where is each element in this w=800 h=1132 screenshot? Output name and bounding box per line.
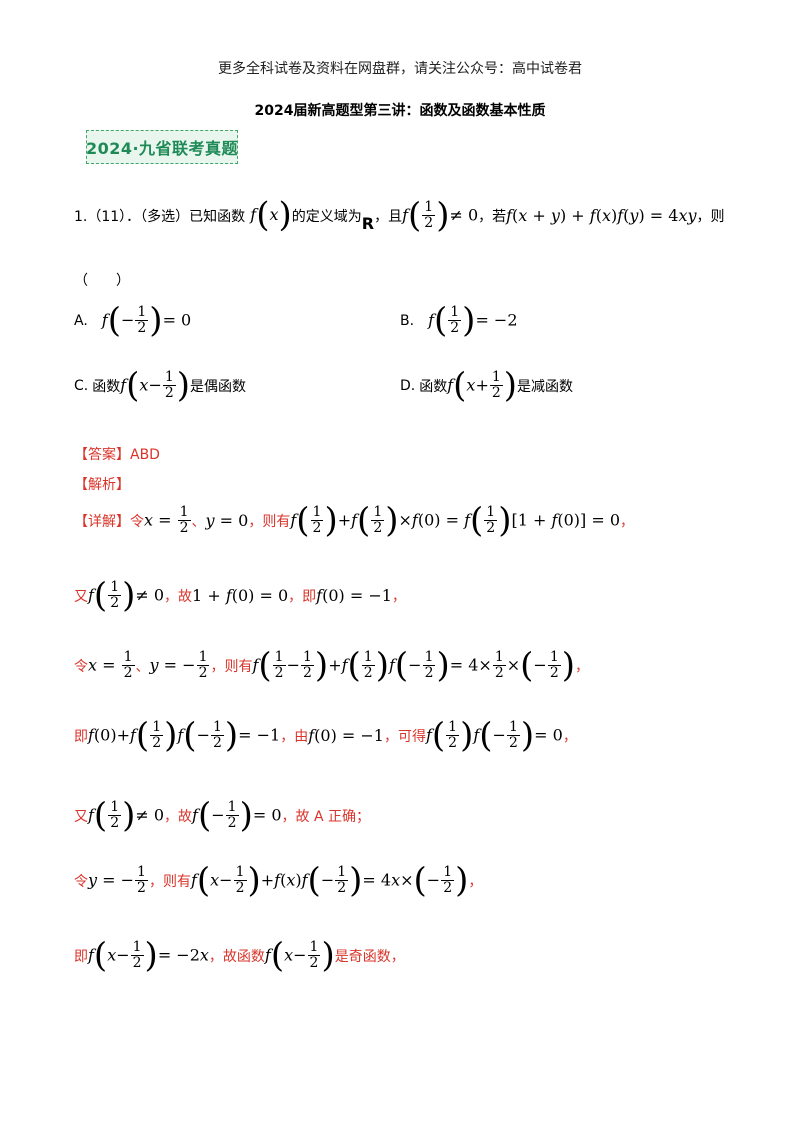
domain-symbol: R xyxy=(361,214,375,234)
formula: f(1 2)f(− 1 2)= 0 xyxy=(425,715,563,756)
option-c-formula: f(x− 1 2) xyxy=(120,365,191,406)
detail-text: ， xyxy=(575,658,590,675)
detail-line-7: 即 f(x− 1 2)= −2x ，故函数 f(x− 1 2) 是奇函数， xyxy=(74,935,405,976)
answer-blank: （ ） xyxy=(74,273,130,289)
option-d: D. 函数 f(x+ 1 2) 是减函数 xyxy=(400,365,574,406)
option-c: C. 函数 f(x− 1 2) 是偶函数 xyxy=(74,365,247,406)
page-title: 2024届新高题型第三讲：函数及函数基本性质 xyxy=(254,103,546,119)
detail-text: ，故 A 正确； xyxy=(281,808,370,825)
detail-text: ， xyxy=(468,873,483,890)
option-c-text: 函数 xyxy=(92,378,121,395)
analysis-label: 【解析】 xyxy=(74,477,130,493)
detail-line-6: 令 y = −1 2 ，则有 f(x− 1 2)+f(x)f(− 1 2)= 4x×(− 1… xyxy=(74,860,483,901)
detail-text: 即 xyxy=(74,948,88,965)
formula: f(x− 1 2) xyxy=(264,935,335,976)
detail-text: 、 xyxy=(191,513,206,530)
formula: y = −1 2 xyxy=(88,864,148,897)
header-notice: 更多全科试卷及资料在网盘群，请关注公众号：高中试卷君 xyxy=(218,61,582,77)
detail-line-5: 又 f(1 2)≠ 0 ，故 f(− 1 2)= 0 ，故 A 正确； xyxy=(74,795,370,836)
detail-text: ，故 xyxy=(164,588,193,605)
detail-text: ， xyxy=(391,588,406,605)
formula: f(0)+f(1 2)f(− 1 2)= −1 xyxy=(88,715,281,756)
formula: y = 0 xyxy=(205,511,249,531)
detail-text: 又 xyxy=(74,808,88,825)
formula: f(1 2)+f(1 2)×f(0) = f(1 2)[1 + f(0)] = 0 xyxy=(290,500,621,541)
detail-text: ，由 xyxy=(280,728,309,745)
formula: f(1 2−1 2)+f(1 2)f(− 1 2)= 4× 1 2 ×(− 1 2) xyxy=(252,645,576,686)
option-d-label: D. xyxy=(400,377,416,394)
option-a-formula: f(− 1 2)= 0 xyxy=(101,300,192,341)
formula-fx: f(x) xyxy=(245,195,292,236)
formula-condition: f(1 2)≠ 0 xyxy=(402,195,479,236)
detail-line-4: 即 f(0)+f(1 2)f(− 1 2)= −1 ，由 f(0) = −1 ，可得 … xyxy=(74,715,577,756)
answer-label: 【答案】 xyxy=(74,447,130,463)
formula-functional-equation: f(x + y) + f(x)f(y) = 4xy xyxy=(506,206,697,226)
formula: f(1 2)≠ 0 xyxy=(88,795,165,836)
formula: 1 + f(0) = 0 xyxy=(192,586,289,606)
question-intro: 1.（11）．（多选）已知函数 xyxy=(74,208,246,225)
detail-line-2: 又 f(1 2)≠ 0 ，故 1 + f(0) = 0 ，即 f(0) = −1 … xyxy=(74,575,406,616)
question-domain-text: 的定义域为 xyxy=(291,208,362,225)
detail-text: ， xyxy=(620,513,635,530)
detail-text: ，则有 xyxy=(148,873,191,890)
formula: f(0) = −1 xyxy=(316,586,392,606)
detail-text: ，故 xyxy=(164,808,193,825)
option-b: B. f(1 2)= −2 xyxy=(400,300,518,341)
detail-text: 令 xyxy=(130,513,144,530)
detail-text: 即 xyxy=(74,728,88,745)
formula: f(x− 1 2)+f(x)f(− 1 2)= 4x×(− 1 2) xyxy=(190,860,469,901)
detail-label: 【详解】 xyxy=(74,513,130,530)
detail-text: ，可得 xyxy=(383,728,426,745)
option-c-label: C. xyxy=(74,377,89,394)
detail-text: ，则有 xyxy=(210,658,253,675)
question-text: ，且 xyxy=(374,208,403,225)
question-text: ，若 xyxy=(478,208,507,225)
option-d-text: 函数 xyxy=(419,378,448,395)
detail-text: 、 xyxy=(135,658,150,675)
answer-line: 【答案】ABD xyxy=(74,444,160,464)
question-text: ，则 xyxy=(696,208,725,225)
detail-text: 令 xyxy=(74,658,88,675)
option-a-label: A. xyxy=(74,312,88,329)
exam-source-badge: 2024·九省联考真题 xyxy=(86,130,238,164)
option-d-text: 是减函数 xyxy=(517,378,574,395)
formula: y = −1 2 xyxy=(149,649,210,682)
option-b-label: B. xyxy=(400,312,415,329)
detail-text: ，故函数 xyxy=(208,948,265,965)
answer-value: ABD xyxy=(130,447,160,463)
detail-text: 是奇函数， xyxy=(334,948,405,965)
option-a: A. f(− 1 2)= 0 xyxy=(74,300,192,341)
formula: f(1 2)≠ 0 xyxy=(88,575,165,616)
detail-text: ，则有 xyxy=(248,513,291,530)
option-c-text: 是偶函数 xyxy=(190,378,247,395)
formula: f(0) = −1 xyxy=(308,726,384,746)
detail-text: 又 xyxy=(74,588,88,605)
detail-text: 令 xyxy=(74,873,88,890)
question-stem: 1.（11）．（多选）已知函数 f(x) 的定义域为 R ，且 f(1 2)≠ 0… xyxy=(74,195,725,236)
option-d-formula: f(x+ 1 2) xyxy=(447,365,518,406)
detail-text: ， xyxy=(562,728,577,745)
formula: f(− 1 2)= 0 xyxy=(192,795,282,836)
option-b-formula: f(1 2)= −2 xyxy=(428,300,518,341)
formula: f(x− 1 2)= −2x xyxy=(88,935,209,976)
detail-text: ，即 xyxy=(288,588,317,605)
